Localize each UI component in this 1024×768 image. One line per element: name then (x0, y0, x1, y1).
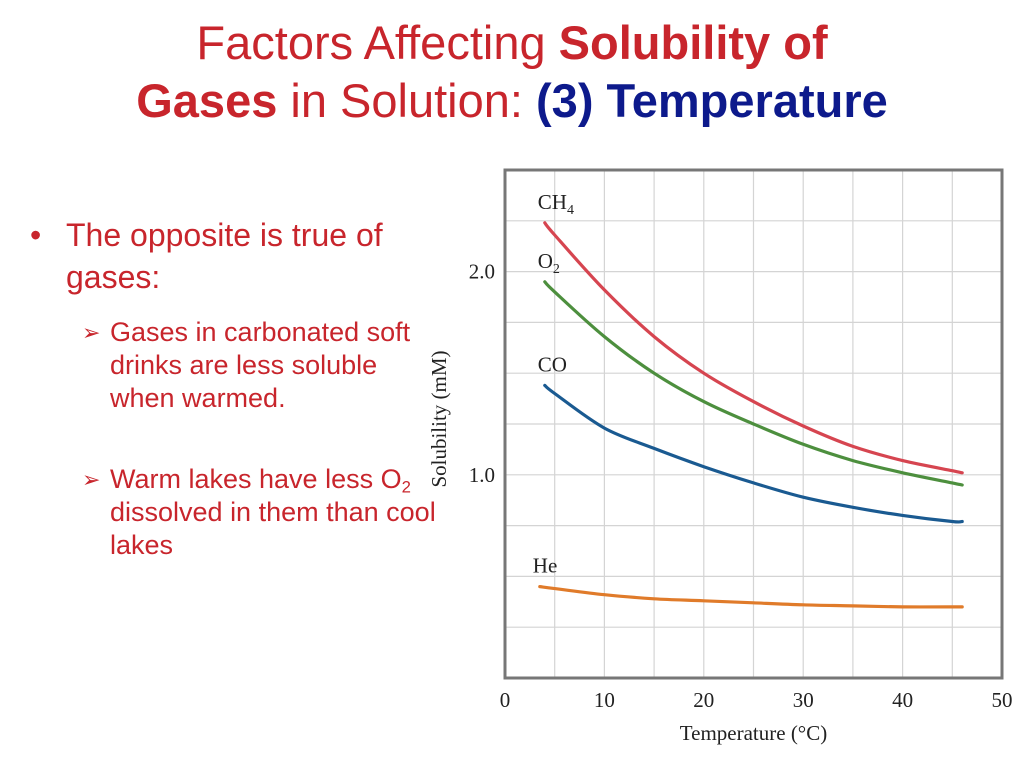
sub-bullet-item: ➢ Warm lakes have less O2 dissolved in t… (30, 463, 440, 562)
y-tick-label: 2.0 (469, 260, 495, 284)
sub-bullet-text-pre: Warm lakes have less O (110, 464, 402, 494)
bullet-item: • The opposite is true of gases: (30, 214, 440, 298)
x-tick-label: 30 (793, 688, 814, 712)
slide-title: Factors Affecting Solubility of Gases in… (0, 14, 1024, 130)
x-axis-label: Temperature (°C) (680, 721, 827, 745)
x-tick-label: 40 (892, 688, 913, 712)
x-tick-label: 10 (594, 688, 615, 712)
sub-bullet-text-post: dissolved in them than cool lakes (110, 497, 436, 560)
sub-bullet-item: ➢ Gases in carbonated soft drinks are le… (30, 316, 440, 415)
bullet-marker: • (30, 217, 42, 253)
x-tick-label: 50 (992, 688, 1013, 712)
bullet-list: • The opposite is true of gases: ➢ Gases… (30, 214, 440, 562)
solubility-chart: 0 10 20 30 40 50 1.0 2.0 Temperature (°C) Solubil… (427, 168, 1013, 745)
arrow-bullet-icon: ➢ (82, 320, 101, 345)
title-text-1: Factors Affecting (196, 16, 559, 69)
x-tick-label: 0 (500, 688, 511, 712)
series-label: CO (538, 352, 567, 376)
series-line (538, 585, 964, 609)
y-tick-label: 1.0 (469, 463, 495, 487)
series-label: CH4 (538, 190, 574, 218)
title-text-2: Solubility of (558, 16, 828, 69)
sub-bullet-subscript: 2 (401, 477, 411, 497)
plot-frame (503, 168, 1004, 680)
y-axis-label: Solubility (mM) (427, 350, 451, 487)
sub-bullet-text: Gases in carbonated soft drinks are less… (110, 317, 411, 413)
series-label: He (533, 554, 558, 578)
bullet-text: The opposite is true of gases: (66, 217, 383, 295)
series-line (543, 280, 964, 487)
series-line (543, 383, 964, 524)
title-text-4: in Solution: (277, 74, 537, 127)
title-text-3: Gases (136, 74, 278, 127)
x-tick-label: 20 (693, 688, 714, 712)
series-label: O2 (538, 249, 560, 277)
title-text-5: (3) Temperature (536, 74, 888, 127)
arrow-bullet-icon: ➢ (82, 467, 101, 492)
series-line (543, 221, 964, 475)
